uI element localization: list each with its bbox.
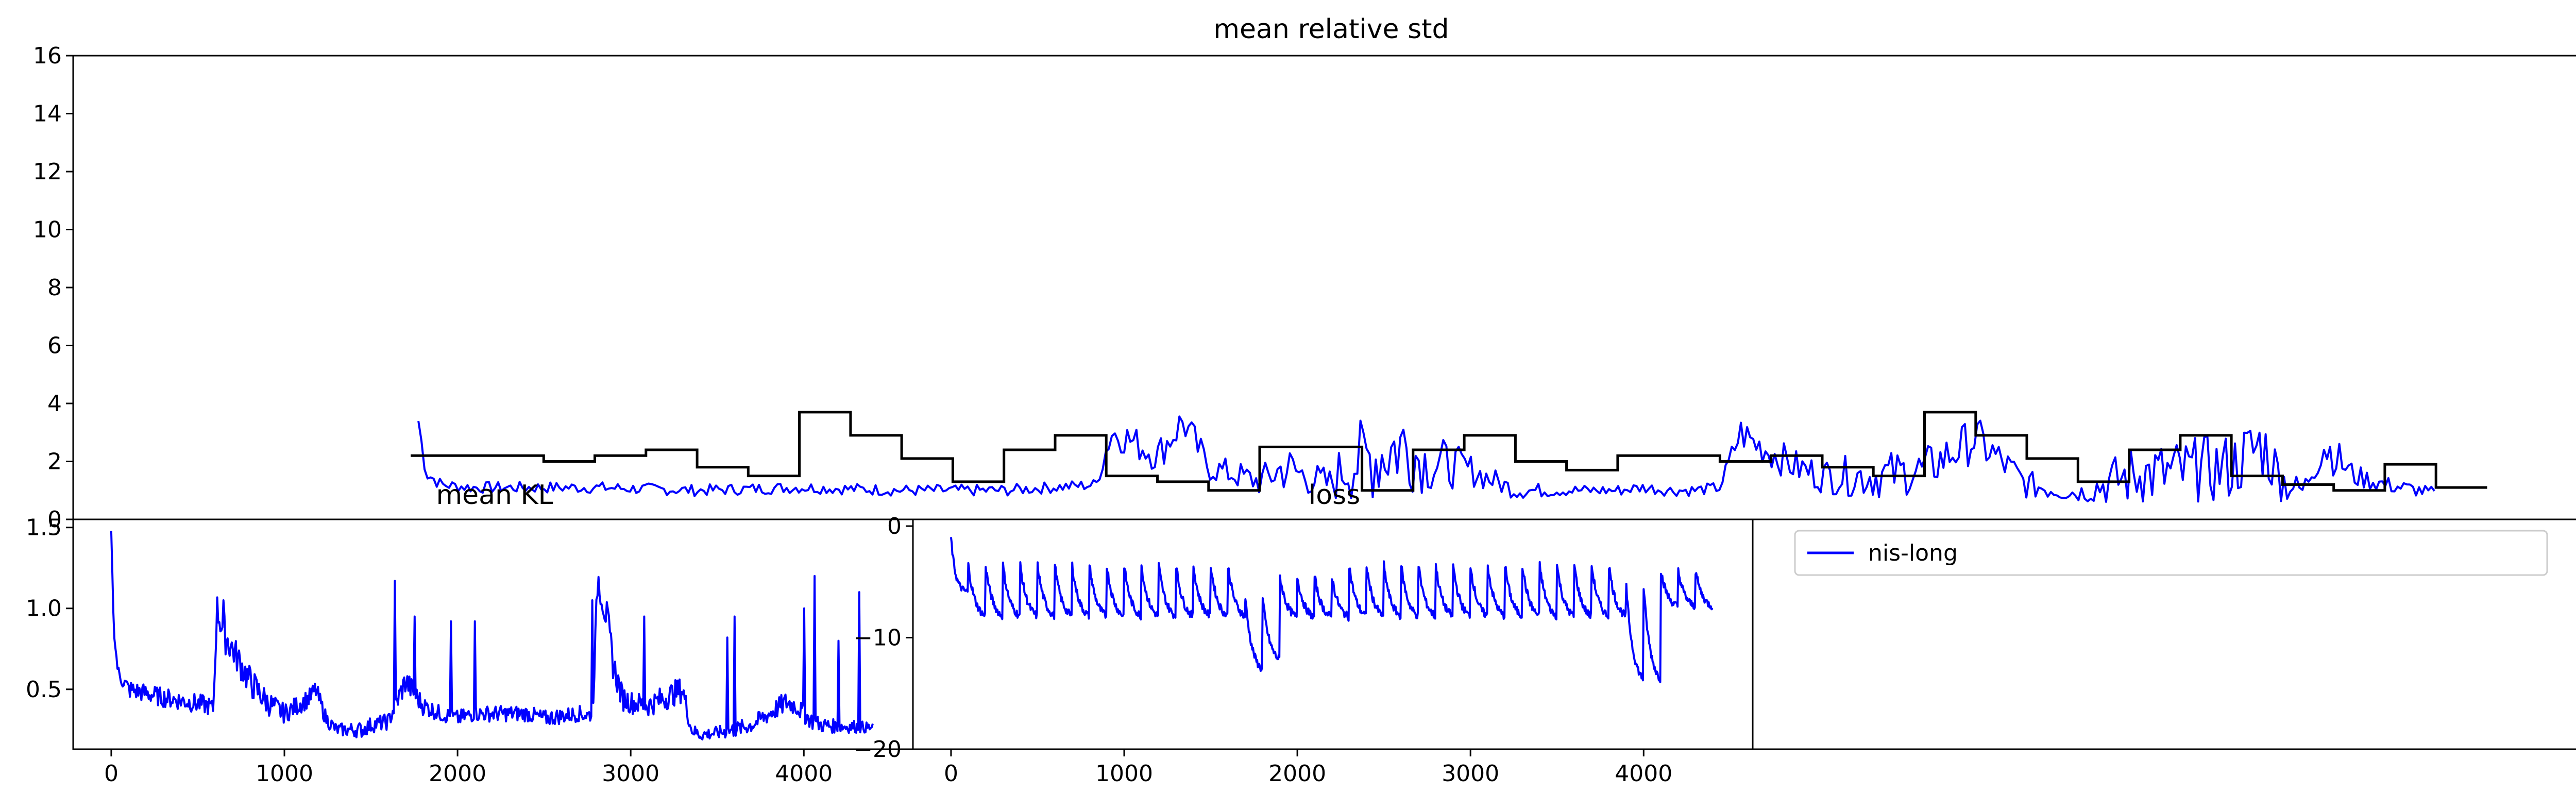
chart-loss: loss 0 −10 −20 0 1000 2000 3000 4000 <box>854 480 1754 787</box>
y-tick-label: 0 <box>47 507 62 533</box>
x-tick-label: 1000 <box>1095 761 1153 787</box>
y-tick-label: 12 <box>33 159 62 185</box>
plot-frame <box>72 55 2576 520</box>
y-tick-label: 14 <box>33 101 62 127</box>
chart-title: mean KL <box>436 480 553 511</box>
y-tick-label: 1.5 <box>26 515 62 541</box>
x-tick-label: 2000 <box>429 761 486 787</box>
series-lines <box>110 530 874 740</box>
legend-label: nis-long <box>1868 540 1958 566</box>
y-tick-label: 16 <box>33 43 62 69</box>
series-lines <box>950 537 1714 683</box>
y-axis: 0 2 4 6 8 10 12 14 16 <box>33 43 73 533</box>
chart-mean-kl: mean KL 0.5 1.0 1.5 0 1000 2000 3000 4000 <box>26 480 914 787</box>
plot-frame <box>1752 518 2576 750</box>
series-lines <box>411 411 2487 503</box>
chart-title: mean relative std <box>1213 14 1449 45</box>
y-tick-label: 10 <box>33 217 62 243</box>
series-line-step-target <box>411 411 2487 492</box>
y-tick-label: 1.0 <box>26 596 62 622</box>
series-line-loss <box>950 537 1714 683</box>
y-tick-label: 4 <box>47 391 62 417</box>
y-tick-label: 2 <box>47 449 62 475</box>
x-axis: 0 1000 2000 3000 4000 <box>104 749 833 787</box>
x-tick-label: 0 <box>104 761 118 787</box>
chart-title: loss <box>1309 480 1360 511</box>
y-tick-label: 6 <box>47 333 62 359</box>
y-tick-label: 0.5 <box>26 677 62 703</box>
x-tick-label: 1000 <box>256 761 313 787</box>
legend-panel: nis-long <box>1752 518 2576 750</box>
x-tick-label: 3000 <box>1442 761 1499 787</box>
y-tick-label: 8 <box>47 275 62 301</box>
plot-frame <box>912 518 1754 750</box>
y-tick-label: −20 <box>854 736 902 763</box>
legend-box <box>1794 530 2548 576</box>
x-tick-label: 4000 <box>1615 761 1672 787</box>
series-line-mean-kl <box>110 530 874 740</box>
y-tick-label: 0 <box>887 513 902 539</box>
y-axis: 0 −10 −20 <box>854 513 913 763</box>
x-axis: 0 1000 2000 3000 4000 <box>944 749 1672 787</box>
series-line-relative-std <box>417 415 2435 503</box>
x-tick-label: 2000 <box>1268 761 1326 787</box>
x-tick-label: 4000 <box>775 761 833 787</box>
x-tick-label: 3000 <box>602 761 659 787</box>
chart-mean-relative-std: mean relative std 0 2 4 6 8 10 12 14 16 <box>33 14 2576 533</box>
y-tick-label: −10 <box>854 625 902 651</box>
y-axis: 0.5 1.0 1.5 <box>26 515 73 703</box>
x-tick-label: 0 <box>944 761 958 787</box>
